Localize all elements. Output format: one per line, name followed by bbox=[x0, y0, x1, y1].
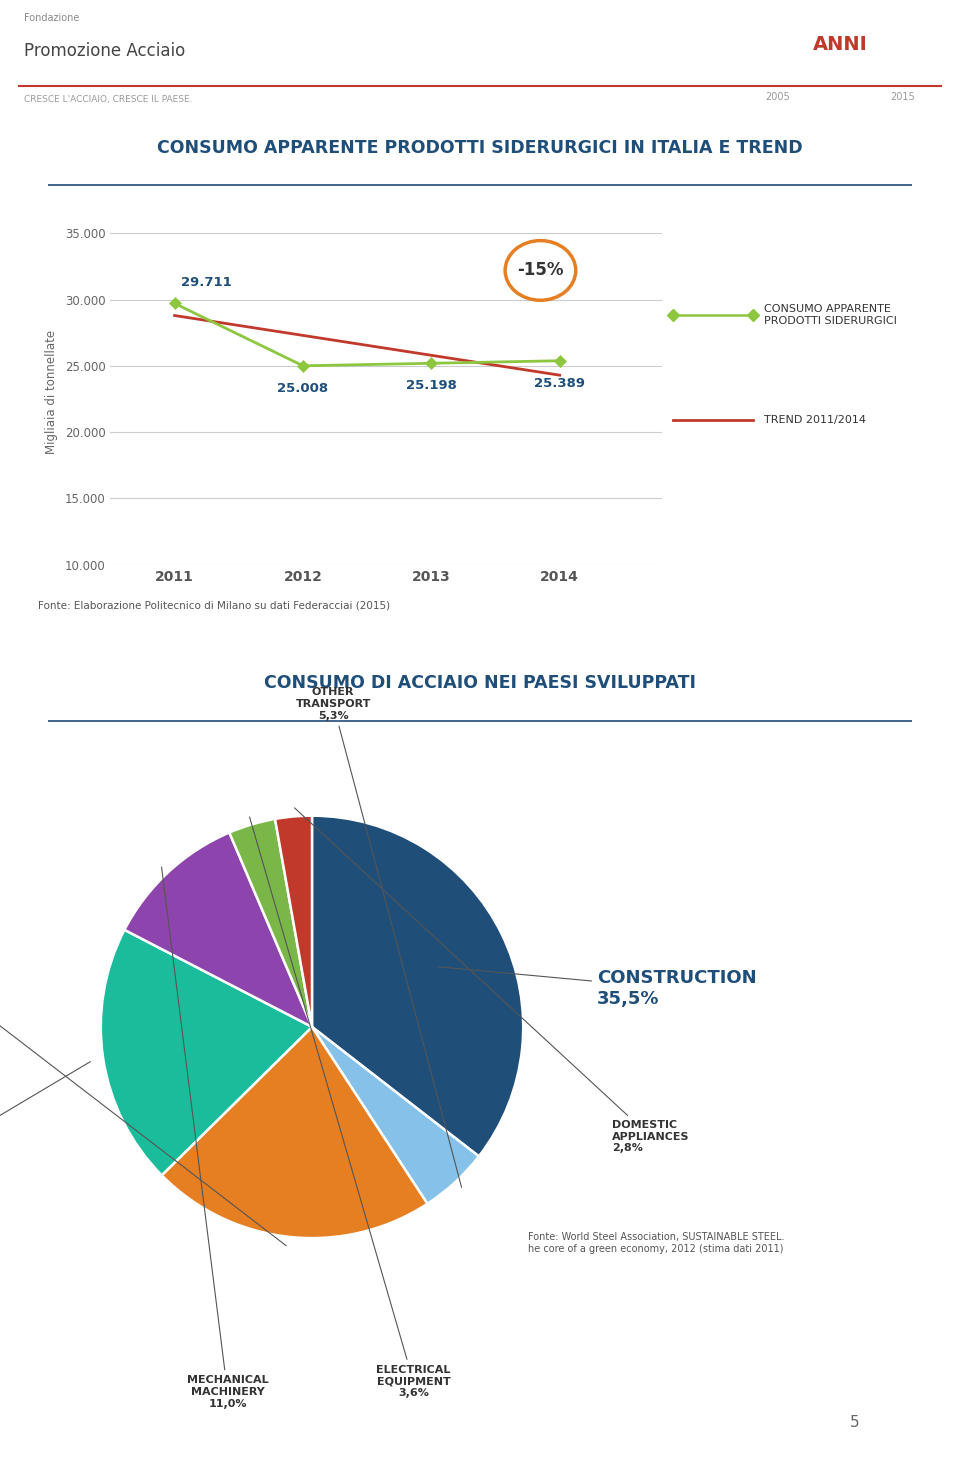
Text: Promozione Acciaio: Promozione Acciaio bbox=[24, 41, 185, 60]
Text: -15%: -15% bbox=[517, 261, 564, 279]
Text: 25.389: 25.389 bbox=[534, 377, 586, 390]
Text: CONSTRUCTION
35,5%: CONSTRUCTION 35,5% bbox=[438, 967, 756, 1008]
Text: CONSUMO DI ACCIAIO NEI PAESI SVILUPPATI: CONSUMO DI ACCIAIO NEI PAESI SVILUPPATI bbox=[264, 675, 696, 692]
Text: AUTOMOTIVE
21,8%: AUTOMOTIVE 21,8% bbox=[0, 964, 286, 1245]
Text: ANNI: ANNI bbox=[812, 35, 868, 53]
Wedge shape bbox=[125, 833, 312, 1027]
Text: ELECTRICAL
EQUIPMENT
3,6%: ELECTRICAL EQUIPMENT 3,6% bbox=[250, 817, 450, 1398]
Text: 25.008: 25.008 bbox=[277, 381, 328, 395]
Text: DOMESTIC
APPLIANCES
2,8%: DOMESTIC APPLIANCES 2,8% bbox=[295, 808, 689, 1153]
Text: 5: 5 bbox=[850, 1416, 859, 1430]
Text: TREND 2011/2014: TREND 2011/2014 bbox=[764, 415, 866, 425]
Wedge shape bbox=[101, 930, 312, 1175]
Text: CRESCE L'ACCIAIO, CRESCE IL PAESE.: CRESCE L'ACCIAIO, CRESCE IL PAESE. bbox=[24, 94, 193, 104]
Wedge shape bbox=[312, 816, 523, 1156]
Text: 29.711: 29.711 bbox=[181, 276, 231, 289]
Wedge shape bbox=[312, 1027, 479, 1204]
Wedge shape bbox=[229, 819, 312, 1027]
Text: 2015: 2015 bbox=[890, 92, 915, 101]
Text: 25.198: 25.198 bbox=[406, 378, 457, 392]
Wedge shape bbox=[161, 1027, 427, 1238]
Text: Fondazione: Fondazione bbox=[24, 13, 80, 23]
Text: Fonte: World Steel Association, SUSTAINABLE STEEL.
he core of a green economy, 2: Fonte: World Steel Association, SUSTAINA… bbox=[528, 1232, 784, 1254]
Text: CONSUMO APPARENTE
PRODOTTI SIDERURGICI: CONSUMO APPARENTE PRODOTTI SIDERURGICI bbox=[764, 304, 897, 326]
Text: MECHANICAL
MACHINERY
11,0%: MECHANICAL MACHINERY 11,0% bbox=[161, 867, 269, 1408]
Text: Fonte: Elaborazione Politecnico di Milano su dati Federacciai (2015): Fonte: Elaborazione Politecnico di Milan… bbox=[38, 601, 391, 610]
Text: CONSUMO APPARENTE PRODOTTI SIDERURGICI IN ITALIA E TREND: CONSUMO APPARENTE PRODOTTI SIDERURGICI I… bbox=[157, 139, 803, 157]
Text: OTHER
TRANSPORT
5,3%: OTHER TRANSPORT 5,3% bbox=[296, 688, 462, 1187]
Text: 2005: 2005 bbox=[765, 92, 790, 101]
Text: METAL
PRODUCTS
20,0%: METAL PRODUCTS 20,0% bbox=[0, 1062, 90, 1171]
Wedge shape bbox=[275, 816, 312, 1027]
Y-axis label: Migliaia di tonnellate: Migliaia di tonnellate bbox=[45, 330, 58, 455]
